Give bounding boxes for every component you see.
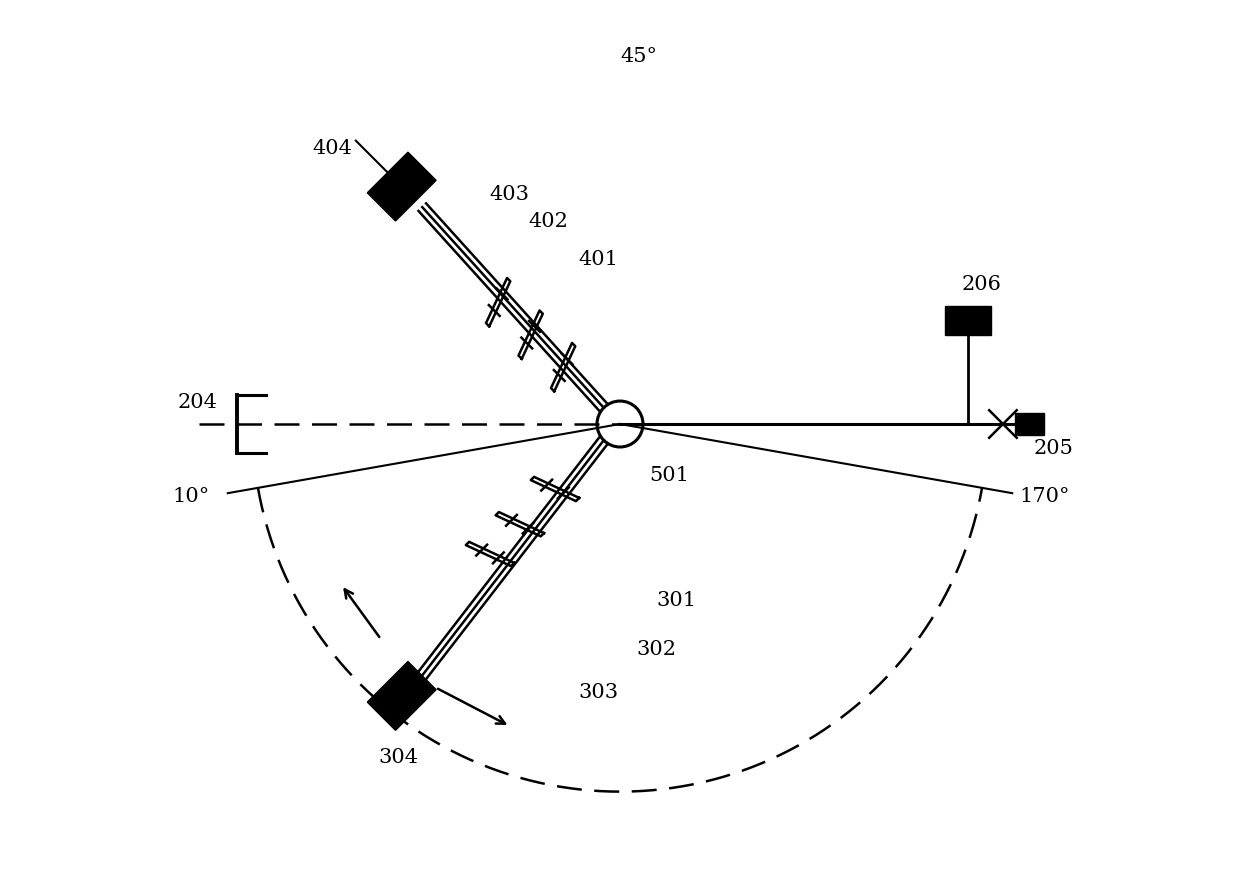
Text: 402: 402 bbox=[528, 212, 568, 231]
Polygon shape bbox=[1016, 413, 1044, 435]
Text: 303: 303 bbox=[578, 683, 618, 701]
Polygon shape bbox=[367, 661, 436, 730]
Text: 205: 205 bbox=[1034, 439, 1074, 458]
Text: 304: 304 bbox=[378, 747, 419, 766]
Text: 45°: 45° bbox=[621, 47, 657, 66]
Text: 501: 501 bbox=[649, 466, 689, 485]
Text: 302: 302 bbox=[637, 640, 677, 659]
Text: 206: 206 bbox=[961, 275, 1002, 294]
Text: 170°: 170° bbox=[1019, 487, 1070, 506]
Text: 10°: 10° bbox=[172, 487, 210, 506]
Text: 301: 301 bbox=[657, 591, 697, 610]
Text: 204: 204 bbox=[179, 393, 218, 412]
Polygon shape bbox=[367, 152, 436, 221]
Polygon shape bbox=[945, 306, 992, 335]
Text: 403: 403 bbox=[490, 185, 529, 204]
Text: 404: 404 bbox=[312, 138, 352, 158]
Text: 401: 401 bbox=[578, 250, 618, 269]
